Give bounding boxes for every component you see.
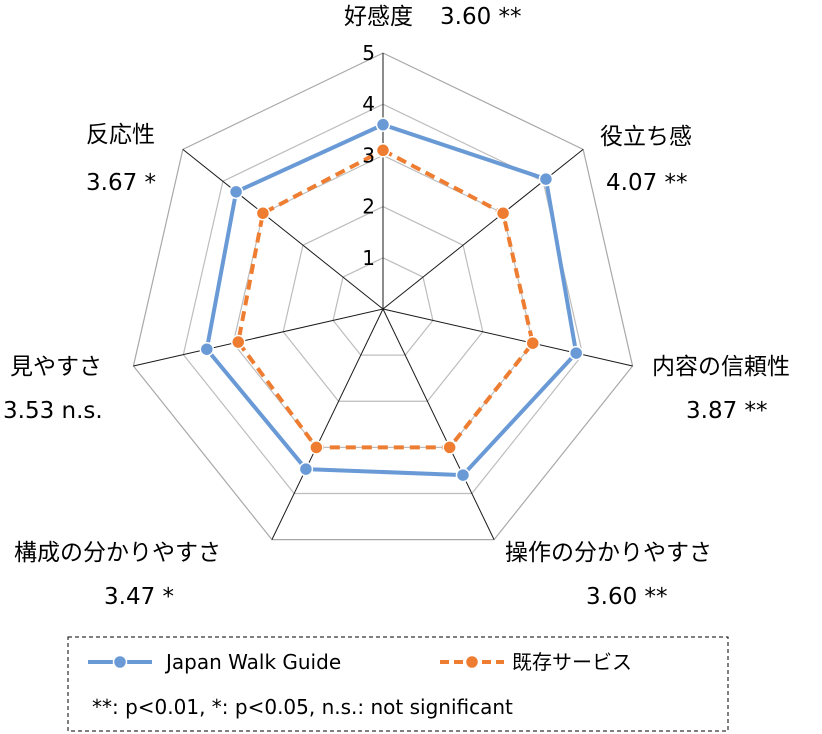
series-1-point-6 bbox=[255, 205, 271, 221]
tick-label-3: 3 bbox=[362, 143, 375, 167]
category-label-2: 内容の信頼性 bbox=[652, 354, 790, 380]
grid-ring-5 bbox=[132, 52, 634, 541]
series-1-point-1 bbox=[495, 205, 511, 221]
axis-spoke-4 bbox=[271, 308, 384, 540]
legend-label-jwg: Japan Walk Guide bbox=[164, 650, 341, 674]
category-note-3: 3.60 ** bbox=[586, 584, 668, 610]
category-note-0: 3.60 ** bbox=[440, 4, 522, 30]
series-line-1 bbox=[236, 148, 535, 450]
category-note-5: 3.53 n.s. bbox=[3, 398, 103, 424]
category-label-5: 見やすさ bbox=[10, 354, 102, 380]
series-1-point-0 bbox=[375, 143, 391, 158]
category-note-1: 4.07 ** bbox=[606, 170, 688, 196]
grid-ring-2 bbox=[282, 205, 484, 402]
tick-label-4: 4 bbox=[362, 92, 375, 116]
radar-axes bbox=[133, 53, 633, 540]
series-0-point-4 bbox=[298, 461, 314, 477]
tick-label-1: 1 bbox=[362, 246, 375, 270]
series-0-point-3 bbox=[455, 467, 471, 483]
category-note-6: 3.67 * bbox=[86, 170, 156, 196]
series-line-0 bbox=[204, 122, 579, 478]
radar-series bbox=[199, 117, 584, 483]
tick-label-5: 5 bbox=[362, 41, 375, 65]
series-0-point-0 bbox=[375, 117, 391, 132]
category-label-1: 役立ち感 bbox=[600, 124, 692, 150]
series-1-point-5 bbox=[230, 334, 246, 350]
legend-label-existing: 既存サービス bbox=[512, 650, 632, 674]
series-1-point-4 bbox=[309, 440, 324, 455]
axis-spoke-6 bbox=[182, 148, 384, 310]
series-0-point-1 bbox=[538, 171, 554, 187]
axis-spoke-5 bbox=[133, 308, 384, 367]
category-note-2: 3.87 ** bbox=[686, 398, 768, 424]
axis-spoke-2 bbox=[382, 308, 633, 367]
series-0-point-5 bbox=[199, 341, 215, 357]
legend-marker-jwg bbox=[112, 654, 128, 670]
series-0-point-2 bbox=[568, 345, 584, 361]
radar-ticks: 1 2 3 4 5 bbox=[362, 41, 375, 270]
tick-label-2: 2 bbox=[362, 195, 375, 219]
legend: Japan Walk Guide 既存サービス **: p<0.01, *: p… bbox=[67, 636, 729, 732]
category-label-3: 操作の分かりやすさ bbox=[505, 540, 712, 566]
series-0-point-6 bbox=[228, 184, 244, 200]
category-label-0: 好感度 bbox=[344, 4, 413, 30]
series-1-point-2 bbox=[525, 335, 540, 351]
category-note-4: 3.47 * bbox=[104, 584, 174, 610]
legend-box bbox=[67, 636, 729, 732]
category-label-4: 構成の分かりやすさ bbox=[14, 540, 221, 566]
legend-marker-existing bbox=[464, 654, 480, 670]
significance-note: **: p<0.01, *: p<0.05, n.s.: not signifi… bbox=[92, 695, 513, 719]
grid-ring-1 bbox=[332, 257, 434, 356]
series-1-point-3 bbox=[442, 440, 457, 455]
category-label-6: 反応性 bbox=[86, 122, 155, 148]
axis-spoke-3 bbox=[382, 308, 495, 540]
